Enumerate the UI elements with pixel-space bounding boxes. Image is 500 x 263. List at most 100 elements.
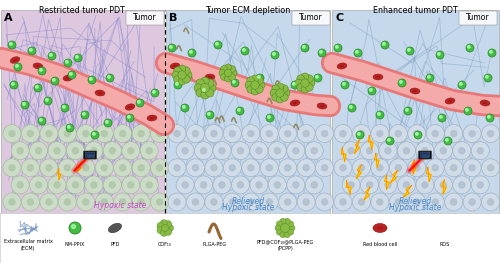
Circle shape (77, 193, 95, 211)
Circle shape (224, 193, 242, 211)
Circle shape (354, 49, 362, 57)
Circle shape (444, 125, 462, 143)
Circle shape (291, 81, 299, 89)
Bar (166, 10, 330, 213)
Circle shape (40, 193, 58, 211)
Circle shape (72, 225, 76, 229)
Circle shape (82, 164, 89, 171)
Circle shape (168, 125, 186, 143)
Circle shape (88, 76, 96, 84)
Circle shape (272, 85, 280, 92)
Circle shape (486, 75, 488, 78)
Circle shape (266, 114, 274, 122)
Circle shape (69, 222, 81, 234)
Circle shape (48, 142, 66, 160)
Circle shape (22, 193, 40, 211)
Circle shape (487, 199, 494, 205)
Circle shape (138, 164, 144, 171)
Circle shape (403, 147, 410, 154)
Circle shape (58, 193, 76, 211)
Circle shape (450, 164, 457, 171)
Circle shape (186, 159, 204, 177)
Circle shape (229, 164, 236, 171)
Circle shape (136, 99, 144, 107)
Circle shape (220, 66, 228, 73)
Ellipse shape (250, 88, 260, 94)
Circle shape (450, 199, 457, 205)
Circle shape (90, 181, 98, 188)
Ellipse shape (150, 117, 154, 119)
Circle shape (408, 193, 426, 211)
Circle shape (122, 176, 140, 194)
Circle shape (52, 79, 55, 81)
Circle shape (164, 228, 172, 235)
Ellipse shape (125, 104, 135, 110)
Circle shape (58, 159, 76, 177)
Circle shape (72, 181, 79, 188)
Circle shape (50, 54, 52, 56)
Circle shape (28, 47, 36, 55)
Circle shape (194, 176, 212, 194)
Circle shape (76, 55, 78, 58)
Ellipse shape (445, 98, 455, 104)
Circle shape (340, 130, 346, 137)
Ellipse shape (340, 65, 344, 67)
Circle shape (270, 89, 278, 97)
Circle shape (156, 164, 163, 171)
Circle shape (232, 80, 235, 83)
Ellipse shape (413, 90, 417, 92)
Circle shape (406, 109, 408, 111)
Circle shape (379, 142, 397, 160)
Circle shape (368, 87, 376, 95)
Circle shape (64, 59, 72, 67)
Circle shape (395, 199, 402, 205)
Circle shape (70, 73, 72, 75)
Circle shape (256, 147, 262, 154)
Circle shape (306, 75, 313, 82)
Circle shape (74, 54, 82, 62)
Circle shape (438, 53, 440, 55)
Circle shape (190, 50, 192, 53)
Circle shape (120, 130, 126, 137)
Circle shape (428, 75, 430, 78)
Ellipse shape (253, 90, 257, 92)
Circle shape (268, 176, 286, 194)
Circle shape (160, 229, 168, 236)
Circle shape (488, 116, 490, 118)
Circle shape (194, 142, 212, 160)
Circle shape (114, 125, 132, 143)
Circle shape (384, 181, 392, 188)
Text: Red blood cell: Red blood cell (363, 242, 397, 247)
Circle shape (101, 164, 107, 171)
Circle shape (176, 142, 194, 160)
Circle shape (342, 142, 360, 160)
Ellipse shape (108, 223, 122, 233)
Circle shape (371, 125, 389, 143)
Circle shape (236, 107, 244, 115)
Circle shape (157, 222, 164, 229)
Circle shape (46, 99, 48, 101)
Circle shape (182, 67, 190, 74)
FancyBboxPatch shape (420, 152, 430, 157)
Circle shape (376, 199, 384, 205)
Text: A: A (4, 13, 12, 23)
Circle shape (336, 45, 338, 48)
Circle shape (334, 44, 342, 52)
Text: Tumor: Tumor (466, 13, 490, 23)
Circle shape (35, 181, 42, 188)
Circle shape (16, 65, 18, 67)
Circle shape (314, 74, 322, 82)
Circle shape (302, 130, 310, 137)
Circle shape (194, 84, 202, 92)
Circle shape (266, 164, 272, 171)
Circle shape (206, 111, 214, 119)
Circle shape (280, 85, 288, 92)
Circle shape (334, 125, 352, 143)
Circle shape (176, 176, 194, 194)
Circle shape (468, 45, 470, 48)
Ellipse shape (373, 224, 387, 232)
Circle shape (128, 181, 134, 188)
Circle shape (466, 109, 468, 111)
Circle shape (8, 130, 16, 137)
Polygon shape (403, 186, 411, 198)
